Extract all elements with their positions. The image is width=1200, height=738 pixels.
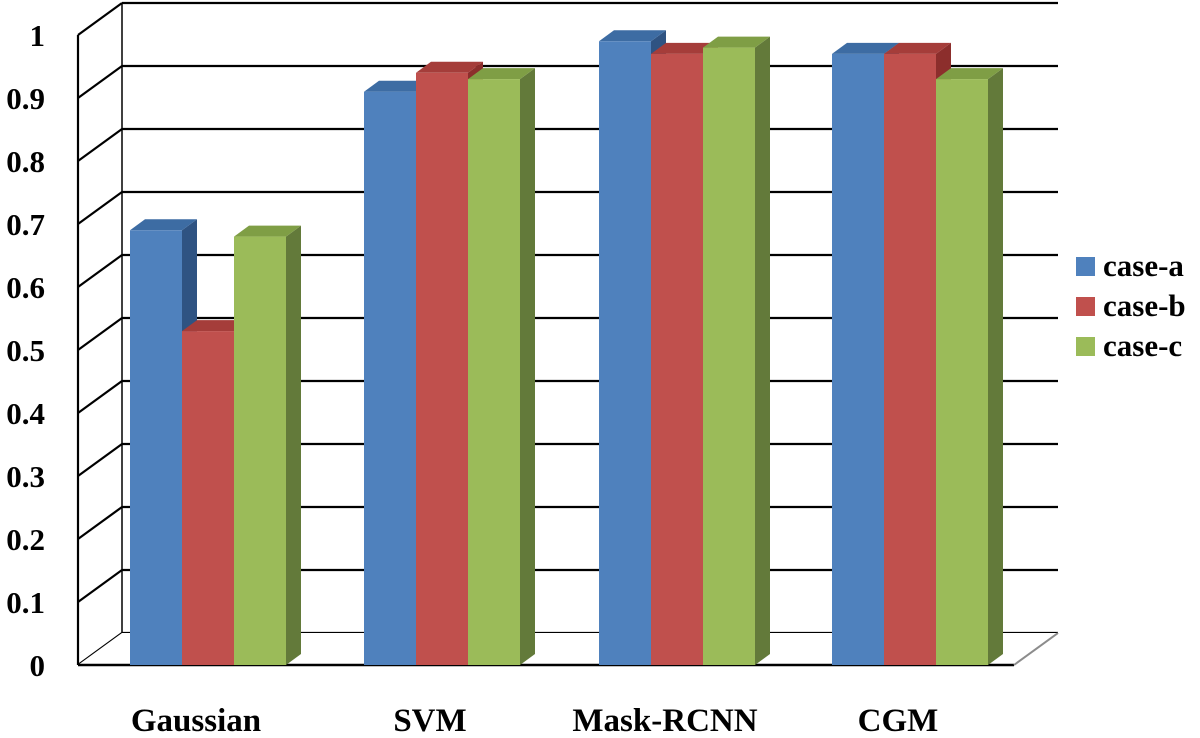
bar [468,68,535,666]
bar-side [520,68,535,666]
floor [78,633,1058,665]
x-tick-label: Mask-RCNN [572,703,757,733]
y-tick-label: 1 [30,18,46,53]
y-tick-label: 0.8 [6,144,45,179]
y-tick-label: 0.6 [6,270,45,305]
bar-front [651,53,703,665]
bar-front [832,53,884,665]
x-tick-label: Gaussian [131,703,261,733]
bar-top [884,42,951,54]
legend: case-a case-b case-c [1076,248,1186,363]
bar-top [416,61,483,73]
bar-front [599,41,651,666]
y-tick-label: 0.4 [6,396,45,431]
bar-top [364,80,431,92]
y-axis-ticks: 0 0.1 0.2 0.3 0.4 0.5 0.6 0.7 0.8 0.9 1 [6,18,45,683]
side-wall-line [77,128,123,162]
bar-top [234,225,301,237]
legend-swatch [1076,297,1095,316]
legend-item: case-c [1076,328,1182,363]
y-tick-label: 0.2 [6,522,45,557]
side-wall-line [77,254,123,288]
bar-side [286,225,301,665]
legend-swatch [1076,257,1095,276]
x-tick-label: CGM [858,703,939,733]
bar-top [936,68,1003,80]
bar-front [364,91,416,665]
bar-top [703,36,770,48]
bar-top [832,42,899,54]
bar [936,68,1003,666]
side-wall-line [77,317,123,351]
y-tick-label: 0.9 [6,81,45,116]
bar-top [599,30,666,42]
bar-side [755,36,770,666]
x-axis-ticks: Gaussian SVM Mask-RCNN CGM [131,703,939,738]
side-wall-line [77,2,123,36]
floor-right-edge [1013,632,1059,666]
legend-item: case-a [1076,248,1184,283]
legend-label: case-a [1103,248,1184,283]
x-tick-label: SVM [393,703,466,733]
bars [130,30,1003,666]
side-wall-line [77,380,123,414]
legend-swatch [1076,337,1095,356]
side-wall-line [77,569,123,603]
side-wall-line [77,443,123,477]
y-tick-label: 0 [30,648,46,683]
bar-front [182,331,234,665]
bar-front [884,53,936,665]
side-wall-line [77,65,123,99]
legend-label: case-b [1103,288,1186,323]
y-tick-label: 0.7 [6,207,45,242]
bar [234,225,301,665]
bar-front [468,79,520,666]
bar-side [988,68,1003,666]
bar [703,36,770,666]
bar-front [130,230,182,666]
bar-front [234,236,286,665]
legend-item: case-b [1076,288,1186,323]
y-tick-label: 0.1 [6,585,45,620]
bar-top [130,219,197,231]
y-tick-label: 0.3 [6,459,45,494]
bar-top [182,320,249,332]
legend-label: case-c [1103,328,1182,363]
bar-top [651,42,718,54]
side-wall-line [77,191,123,225]
bar-front [703,47,755,666]
bar-front [936,79,988,666]
bar-front [416,72,468,666]
bar-top [468,68,535,80]
side-wall-line [77,506,123,540]
y-tick-label: 0.5 [6,333,45,368]
